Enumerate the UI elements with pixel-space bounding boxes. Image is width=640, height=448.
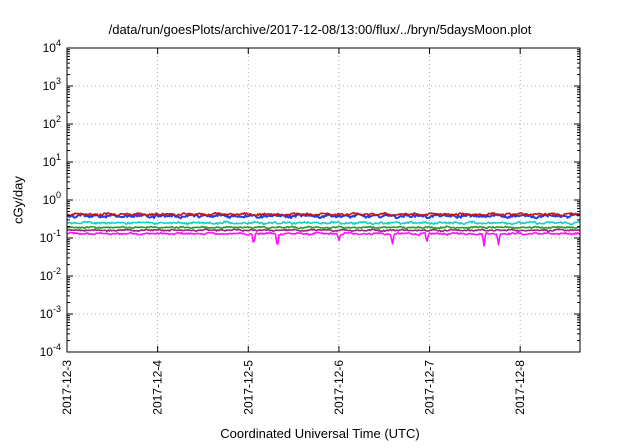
x-tick-label: 2017-12-6 bbox=[332, 360, 346, 415]
y-tick-exponent: -3 bbox=[53, 304, 61, 314]
series-line bbox=[66, 228, 581, 233]
y-tick-base: 10 bbox=[40, 307, 54, 321]
series-layer bbox=[66, 211, 581, 247]
y-tick-exponent: 4 bbox=[56, 38, 61, 48]
y-tick-exponent: 0 bbox=[56, 190, 61, 200]
series-line bbox=[66, 225, 580, 230]
y-tick-base: 10 bbox=[43, 41, 57, 55]
y-tick-base: 10 bbox=[43, 155, 57, 169]
series-line bbox=[66, 212, 581, 220]
grid-lines bbox=[67, 48, 580, 352]
x-tick-label: 2017-12-8 bbox=[513, 360, 527, 415]
x-tick-label: 2017-12-4 bbox=[151, 360, 165, 415]
series-line bbox=[66, 211, 581, 217]
y-tick-label: 100 bbox=[43, 190, 61, 207]
x-tick-label: 2017-12-5 bbox=[241, 360, 255, 415]
y-tick-label: 10-3 bbox=[40, 304, 61, 321]
y-tick-base: 10 bbox=[40, 231, 54, 245]
chart-title: /data/run/goesPlots/archive/2017-12-08/1… bbox=[108, 22, 532, 37]
y-tick-label: 10-1 bbox=[40, 228, 61, 245]
y-tick-label: 102 bbox=[43, 114, 61, 131]
y-tick-base: 10 bbox=[43, 79, 57, 93]
y-tick-base: 10 bbox=[43, 193, 57, 207]
x-tick-label: 2017-12-3 bbox=[60, 360, 74, 415]
y-tick-exponent: -1 bbox=[53, 228, 61, 238]
y-tick-label: 10-2 bbox=[40, 266, 61, 283]
series-line bbox=[66, 231, 581, 247]
y-tick-label: 10-4 bbox=[40, 342, 61, 359]
y-tick-label: 101 bbox=[43, 152, 61, 169]
y-tick-label: 104 bbox=[43, 38, 61, 55]
y-tick-exponent: 1 bbox=[56, 152, 61, 162]
y-tick-exponent: -4 bbox=[53, 342, 61, 352]
x-axis-label: Coordinated Universal Time (UTC) bbox=[220, 426, 420, 441]
y-tick-exponent: 2 bbox=[56, 114, 61, 124]
y-tick-base: 10 bbox=[43, 117, 57, 131]
y-tick-exponent: 3 bbox=[56, 76, 61, 86]
axis-ticks: 10-410-310-210-11001011021031042017-12-3… bbox=[40, 38, 580, 415]
x-tick-label: 2017-12-7 bbox=[423, 360, 437, 415]
series-line bbox=[66, 220, 581, 226]
y-tick-base: 10 bbox=[40, 269, 54, 283]
y-tick-label: 103 bbox=[43, 76, 61, 93]
y-tick-exponent: -2 bbox=[53, 266, 61, 276]
y-tick-base: 10 bbox=[40, 345, 54, 359]
